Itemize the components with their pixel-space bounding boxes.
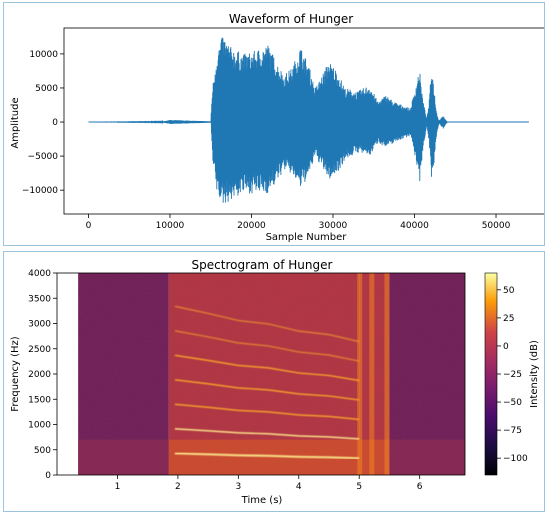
spectrogram-xlabel: Time (s) xyxy=(241,495,283,506)
spectrogram-xtick-label: 4 xyxy=(296,482,302,492)
colorbar-tick-label: 50 xyxy=(503,286,515,296)
spectrogram-ytick-label: 2500 xyxy=(28,345,51,355)
colorbar-tick-label: −25 xyxy=(503,370,522,380)
spectrogram-burst xyxy=(369,273,375,475)
waveform-xtick-label: 30000 xyxy=(319,221,348,231)
spectrogram-ytick-label: 0 xyxy=(45,471,51,481)
spectrogram-xtick-label: 6 xyxy=(417,482,423,492)
spectrogram-xtick-label: 3 xyxy=(235,482,241,492)
spectrogram-harmonic xyxy=(174,403,360,421)
waveform-xtick-label: 20000 xyxy=(237,221,266,231)
waveform-xtick-label: 0 xyxy=(86,221,92,231)
spectrogram-xtick-label: 2 xyxy=(175,482,181,492)
colorbar xyxy=(484,272,498,476)
waveform-ylabel: Amplitude xyxy=(10,97,21,148)
waveform-xtick-label: 10000 xyxy=(156,221,185,231)
spectrogram-region xyxy=(57,273,79,475)
waveform-ytick-label: −5000 xyxy=(28,152,59,162)
spectrogram-ytick-label: 500 xyxy=(34,446,51,456)
spectrogram-ytick-label: 1500 xyxy=(28,395,51,405)
waveform-line xyxy=(88,37,529,203)
colorbar-label: Intensity (dB) xyxy=(529,340,540,408)
waveform-xlabel: Sample Number xyxy=(266,232,348,243)
spectrogram-harmonic xyxy=(174,354,360,382)
spectrogram-ytick-label: 1000 xyxy=(28,421,51,431)
spectrogram-ylabel: Frequency (Hz) xyxy=(10,336,21,412)
spectrogram-ytick-label: 3500 xyxy=(28,294,51,304)
spectrogram-harmonic xyxy=(174,330,360,362)
waveform-xtick-label: 50000 xyxy=(482,221,511,231)
waveform-panel: Waveform of Hunger 0 10000 20000 30000 40000… xyxy=(3,2,550,246)
colorbar-tick-label: 25 xyxy=(503,314,514,324)
spectrogram-texture xyxy=(78,273,466,475)
spectrogram-ytick-label: 2000 xyxy=(28,370,51,380)
waveform-chart: Waveform of Hunger 0 10000 20000 30000 40000… xyxy=(10,12,550,243)
waveform-ytick-label: 0 xyxy=(52,118,58,128)
spectrogram-burst xyxy=(357,273,363,475)
waveform-ytick-label: 5000 xyxy=(35,84,58,94)
spectrogram-harmonic xyxy=(174,452,360,460)
spectrogram-title: Spectrogram of Hunger xyxy=(192,258,333,272)
spectrogram-panel: Spectrogram of Hunger 1 2 3 4 5 6 0 500 1000 1500… xyxy=(3,251,545,512)
spectrogram-harmonic xyxy=(174,305,360,343)
spectrogram-chart: Spectrogram of Hunger 1 2 3 4 5 6050010001500… xyxy=(10,258,540,506)
colorbar-tick-label: 0 xyxy=(503,342,509,352)
colorbar-tick-label: −100 xyxy=(503,454,528,464)
waveform-ytick-label: −10000 xyxy=(22,186,58,196)
waveform-ytick-label: 10000 xyxy=(29,50,58,60)
waveform-xtick-label: 40000 xyxy=(400,221,429,231)
colorbar-tick-label: −50 xyxy=(503,398,522,408)
spectrogram-burst xyxy=(384,273,390,475)
spectrogram-ytick-label: 3000 xyxy=(28,320,51,330)
spectrogram-xtick-label: 1 xyxy=(115,482,121,492)
colorbar-tick-label: −75 xyxy=(503,426,522,436)
spectrogram-ytick-label: 4000 xyxy=(28,269,51,279)
spectrogram-xtick-label: 5 xyxy=(356,482,362,492)
waveform-title: Waveform of Hunger xyxy=(229,12,353,26)
spectrogram-harmonic xyxy=(174,428,360,440)
spectrogram-harmonic xyxy=(174,379,360,401)
